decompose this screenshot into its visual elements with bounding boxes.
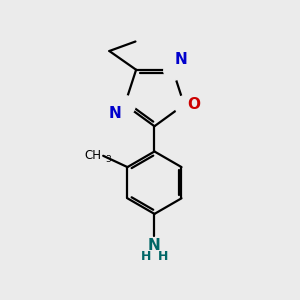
Text: CH: CH: [85, 149, 102, 162]
Text: H: H: [141, 250, 151, 262]
Text: H: H: [158, 250, 168, 262]
Text: O: O: [187, 97, 200, 112]
Text: N: N: [109, 106, 121, 121]
Text: N: N: [174, 52, 187, 68]
Text: N: N: [148, 238, 161, 253]
Text: 3: 3: [106, 155, 112, 164]
